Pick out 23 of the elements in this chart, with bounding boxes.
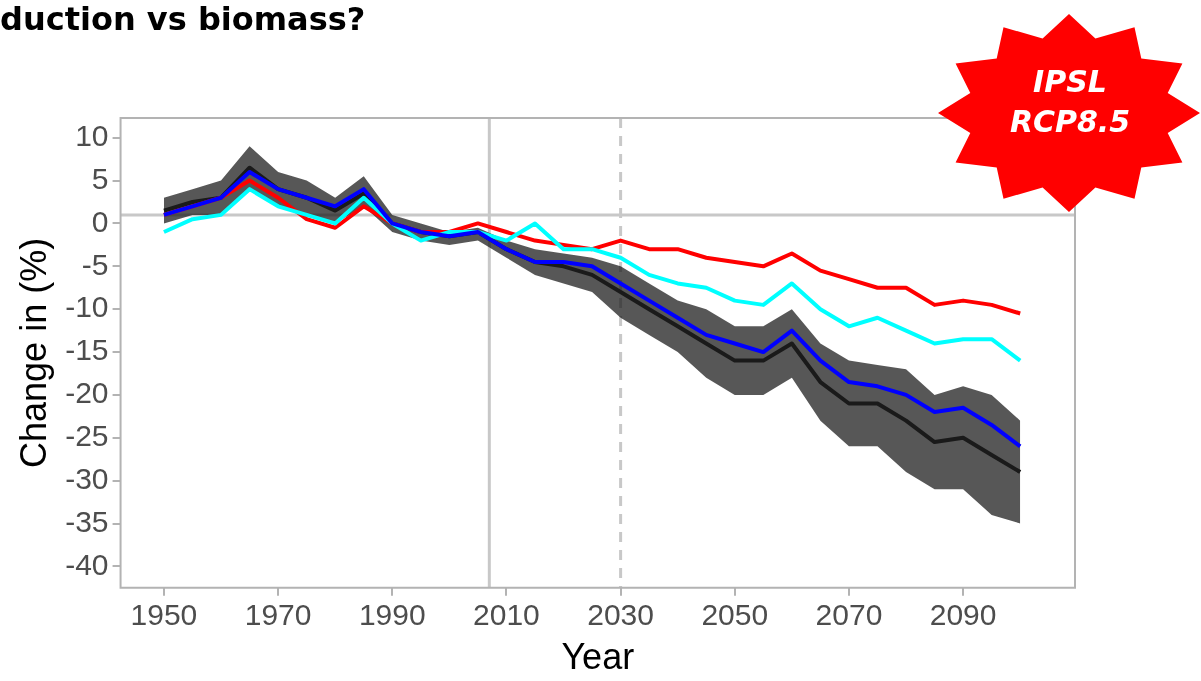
x-tick-label: 2090 <box>929 598 997 632</box>
y-tick-label: 5 <box>91 161 109 195</box>
x-tick-label: 1990 <box>358 598 426 632</box>
y-tick-label: -35 <box>65 504 109 538</box>
y-tick-label: -15 <box>65 333 109 367</box>
x-tick-label: 1970 <box>244 598 312 632</box>
x-tick-label: 2050 <box>701 598 769 632</box>
y-tick-label: -40 <box>65 547 109 581</box>
y-tick-label: -5 <box>81 247 109 281</box>
x-tick-label: 2070 <box>815 598 883 632</box>
annotation: IPSL RCP8.5 <box>1008 63 1132 141</box>
y-tick-label: -20 <box>65 376 109 410</box>
x-tick-label: 2030 <box>587 598 654 632</box>
x-axis-title: Year <box>561 636 635 678</box>
x-tick-label: 1950 <box>130 598 198 632</box>
y-tick-label: 0 <box>91 204 109 238</box>
chart-title: duction vs biomass? <box>0 0 366 38</box>
y-tick-label: -25 <box>65 419 109 453</box>
y-tick-label: -10 <box>65 290 109 324</box>
x-tick-label: 2010 <box>473 598 540 632</box>
y-tick-label: 10 <box>75 118 109 152</box>
y-axis-title: Change in (%) <box>12 237 54 468</box>
y-tick-label: -30 <box>65 461 109 495</box>
